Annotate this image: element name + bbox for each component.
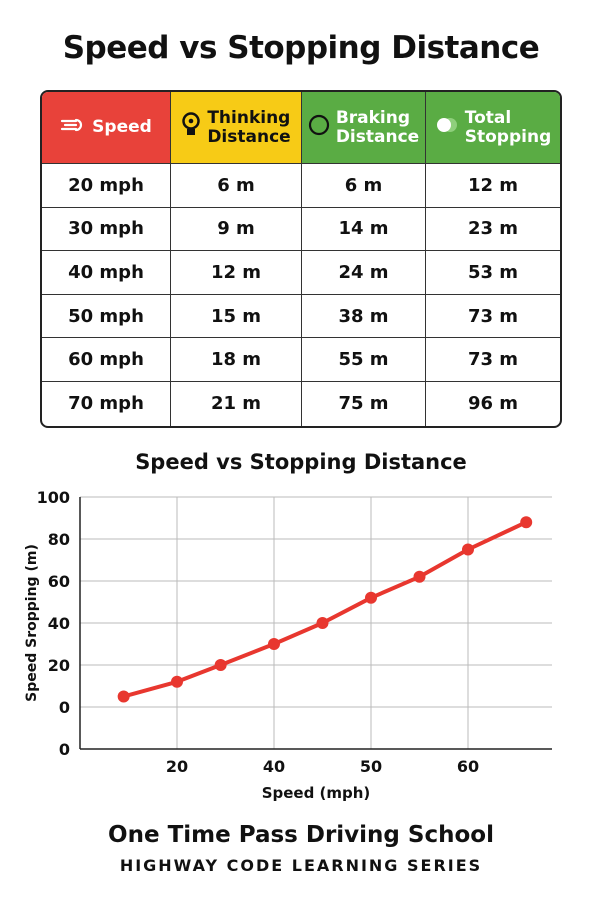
data-point (316, 617, 329, 629)
table-row: 70 mph 21 m 75 m 96 m (42, 381, 560, 426)
x-tick-label: 50 (360, 757, 382, 776)
y-tick-label: 0 (59, 740, 70, 759)
header-thinking-distance: Thinking Distance (171, 92, 302, 164)
speed-lines-icon (60, 117, 86, 138)
table-cell: 70 mph (42, 381, 171, 426)
table-cell: 53 m (426, 251, 560, 295)
circle-icon (308, 114, 330, 141)
data-point (171, 675, 183, 688)
y-tick-label: 60 (48, 572, 70, 591)
table-cell: 14 m (302, 207, 426, 252)
table-row: 30 mph 9 m 14 m 23 m (42, 207, 560, 252)
table-cell: 18 m (171, 338, 302, 382)
school-name: One Time Pass Driving School (108, 822, 494, 848)
y-tick-label: 20 (48, 656, 70, 675)
table-cell: 75 m (302, 381, 426, 426)
table-cell: 15 m (171, 294, 302, 339)
header-label: Total Stopping (464, 107, 552, 147)
header-label: Speed (92, 117, 152, 138)
toggle-dot-icon (435, 116, 459, 139)
table-cell: 50 mph (42, 294, 171, 339)
x-axis-label: Speed (mph) (262, 784, 371, 802)
data-point (268, 638, 280, 650)
table-cell: 60 mph (42, 338, 171, 382)
table-cell: 73 m (426, 295, 560, 339)
data-point (413, 570, 426, 583)
data-point (462, 543, 474, 556)
series-name: HIGHWAY CODE LEARNING SERIES (119, 856, 483, 875)
table-cell: 6 m (302, 164, 426, 208)
header-braking-distance: Braking Distance (302, 92, 426, 164)
table-cell: 20 mph (42, 164, 171, 208)
stopping-distance-table: Speed Thinking Distance Braking Distance Tota… (40, 90, 562, 428)
table-cell: 23 m (426, 208, 560, 252)
lightbulb-icon (181, 112, 201, 143)
x-tick-label: 60 (457, 757, 479, 776)
page-title: Speed vs Stopping Distance (62, 30, 540, 66)
table-cell: 21 m (171, 381, 302, 426)
data-point (117, 690, 130, 703)
x-tick-label: 20 (166, 757, 188, 776)
table-cell: 96 m (467, 393, 519, 415)
table-cell: 55 m (302, 338, 426, 382)
table-cell: 6 m (171, 164, 302, 208)
header-label: Braking Distance (335, 107, 420, 147)
y-tick-label: 80 (48, 530, 70, 549)
table-cell: 73 m (426, 338, 560, 382)
y-tick-label: 100 (37, 488, 70, 507)
header-total-stopping: Total Stopping (426, 92, 560, 164)
data-point (520, 516, 533, 529)
header-label: Thinking Distance (207, 107, 291, 147)
line-chart: 0 0 20 40 60 80 100 20 40 50 60 Speed (mph) Speed Sr… (24, 488, 552, 802)
y-tick-label: 40 (48, 614, 70, 633)
table-row: 50 mph 15 m 38 m 73 m (42, 294, 560, 339)
data-point (365, 591, 377, 604)
table-cell: 9 m (171, 207, 302, 252)
table-row: 60 mph 18 m 55 m 73 m (42, 338, 560, 382)
table-cell: 24 m (302, 251, 426, 295)
x-tick-label: 40 (263, 757, 285, 776)
table-cell: 38 m (302, 294, 426, 339)
y-tick-label: 0 (59, 698, 70, 717)
header-speed: Speed (42, 92, 171, 164)
table-cell: 40 mph (42, 251, 171, 295)
data-point (214, 659, 227, 671)
chart-title: Speed vs Stopping Distance (135, 450, 467, 474)
table-cell: 30 mph (42, 207, 171, 252)
y-axis-label: Speed Sropping (m) (24, 544, 40, 702)
table-cell: 12 m (426, 164, 560, 208)
table-cell: 12 m (171, 251, 302, 295)
table-row: 40 mph 12 m 24 m 53 m (42, 251, 560, 295)
